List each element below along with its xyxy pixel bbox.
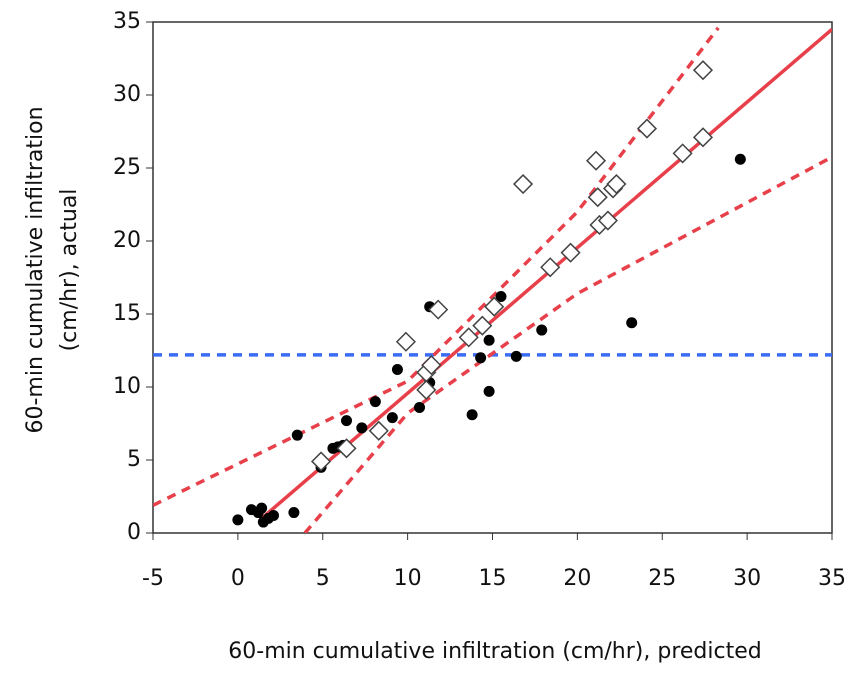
- confidence-line: [303, 155, 832, 533]
- y-tick-label: 15: [113, 301, 141, 326]
- circle-point: [483, 334, 495, 346]
- y-tick-label: 5: [127, 447, 141, 472]
- circle-point: [734, 153, 746, 165]
- x-tick-label: 30: [733, 566, 761, 591]
- circle-point: [256, 502, 268, 514]
- diamond-point: [672, 143, 693, 164]
- diamond-point: [512, 173, 534, 195]
- circle-point: [475, 352, 487, 364]
- diamond-point: [421, 355, 442, 376]
- circle-point: [626, 317, 638, 329]
- diamond-point: [540, 257, 561, 278]
- diamond-point: [458, 327, 479, 348]
- circle-point: [232, 514, 244, 526]
- circle-point: [483, 385, 495, 397]
- circle-point: [495, 290, 507, 302]
- circle-point: [288, 507, 300, 519]
- diamond-point: [692, 60, 714, 81]
- diamond-point: [416, 379, 437, 400]
- diamond-point: [587, 187, 608, 208]
- x-tick-label: 10: [394, 566, 422, 591]
- diamond-point: [368, 420, 389, 441]
- x-tick-label: 35: [818, 566, 846, 591]
- diamond-point: [336, 438, 357, 459]
- diamond-point: [636, 118, 658, 139]
- circle-point: [356, 422, 368, 434]
- circle-point: [391, 363, 403, 375]
- circle-point: [414, 401, 426, 413]
- diamond-point: [472, 315, 493, 336]
- y-tick-label: 0: [127, 520, 141, 545]
- diamond-point: [484, 296, 505, 317]
- circle-point: [341, 415, 353, 427]
- y-tick-label: 35: [113, 9, 141, 34]
- confidence-line: [153, 26, 720, 507]
- y-tick-label: 25: [113, 155, 141, 180]
- y-tick-label: 20: [113, 228, 141, 253]
- diamond-point: [428, 299, 449, 320]
- y-tick-label: 30: [113, 82, 141, 107]
- x-tick-label: 0: [231, 566, 245, 591]
- y-tick-label: 10: [113, 374, 141, 399]
- diamond-point: [310, 451, 332, 472]
- y-axis-title: (cm/hr), actual: [57, 189, 82, 352]
- circle-point: [510, 350, 522, 362]
- circle-point: [536, 324, 548, 336]
- diamond-point: [585, 150, 607, 171]
- x-tick-label: 5: [316, 566, 330, 591]
- x-axis-title: 60-min cumulative infiltration (cm/hr), …: [228, 639, 761, 664]
- circle-point: [369, 396, 381, 408]
- x-tick-label: 15: [479, 566, 507, 591]
- circle-point: [291, 429, 303, 441]
- circle-point: [466, 409, 478, 421]
- x-tick-label: -5: [142, 566, 164, 591]
- diamond-point: [606, 173, 627, 195]
- diamond-point: [560, 242, 581, 263]
- circle-point: [268, 509, 280, 521]
- x-tick-label: 20: [563, 566, 591, 591]
- circle-point: [386, 412, 398, 424]
- x-tick-label: 25: [648, 566, 676, 591]
- y-axis-title: 60-min cumulative infiltration: [23, 106, 48, 433]
- diamond-point: [597, 210, 618, 231]
- diamond-point: [395, 331, 416, 352]
- diamond-point: [692, 127, 714, 148]
